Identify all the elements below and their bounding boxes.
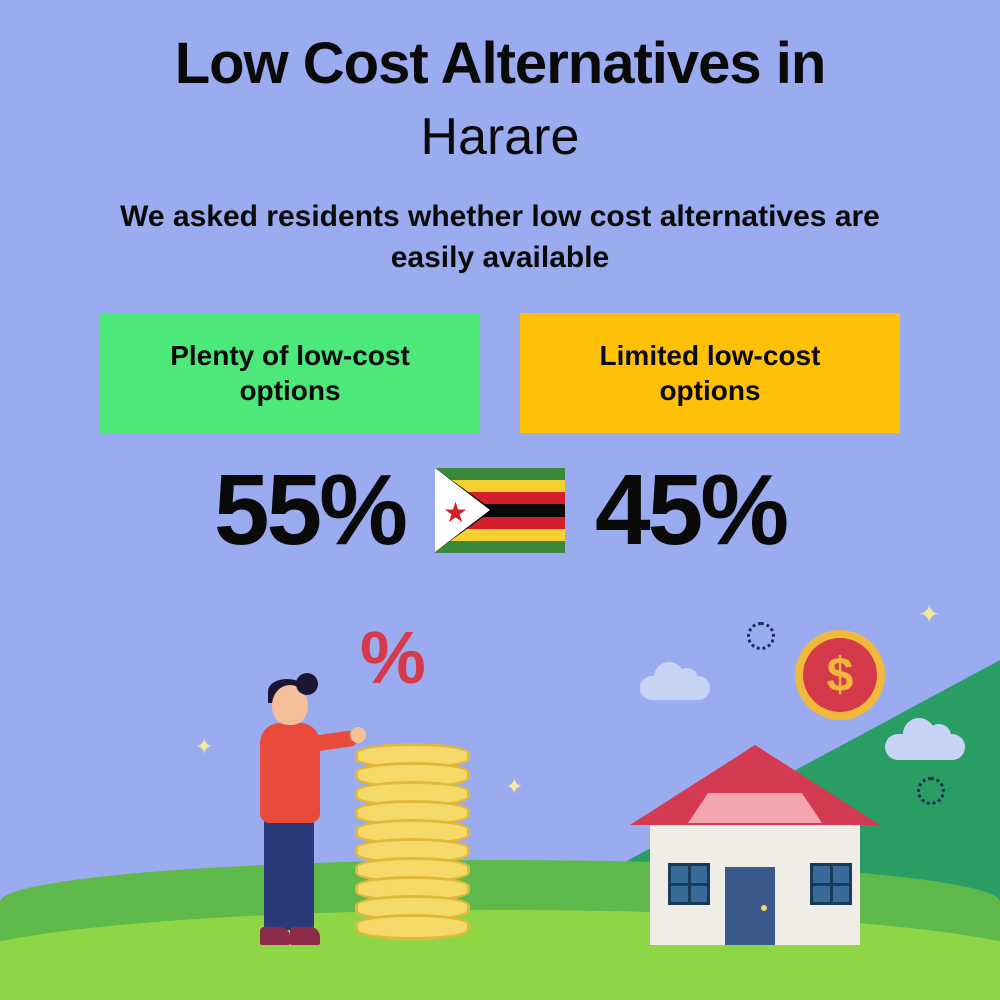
- percent-row: 55% ★ 45%: [0, 453, 1000, 568]
- house-icon: [630, 745, 880, 945]
- person-icon: [230, 665, 340, 945]
- sparkle-icon: ✦: [195, 734, 213, 760]
- burst-icon: [917, 777, 945, 805]
- sparkle-icon: ✦: [918, 599, 940, 630]
- illustration: ✦ ✦ ✦ % $: [0, 600, 1000, 1000]
- title-block: Low Cost Alternatives in Harare: [0, 0, 1000, 167]
- option-plenty: Plenty of low-cost options: [100, 313, 480, 433]
- percent-sign-icon: %: [360, 615, 426, 700]
- percent-left: 55%: [214, 453, 405, 568]
- coin-stack-icon: [355, 750, 470, 940]
- options-row: Plenty of low-cost options Limited low-c…: [0, 313, 1000, 433]
- dollar-symbol: $: [827, 648, 854, 703]
- dollar-coin-icon: $: [795, 630, 885, 720]
- cloud-icon: [640, 676, 710, 700]
- burst-icon: [747, 622, 775, 650]
- title-line-2: Harare: [0, 107, 1000, 167]
- title-line-1: Low Cost Alternatives in: [0, 30, 1000, 97]
- option-limited: Limited low-cost options: [520, 313, 900, 433]
- percent-right: 45%: [595, 453, 786, 568]
- cloud-icon: [885, 734, 965, 760]
- sparkle-icon: ✦: [505, 774, 523, 800]
- zimbabwe-flag-icon: ★: [435, 468, 565, 553]
- subtitle: We asked residents whether low cost alte…: [120, 197, 880, 278]
